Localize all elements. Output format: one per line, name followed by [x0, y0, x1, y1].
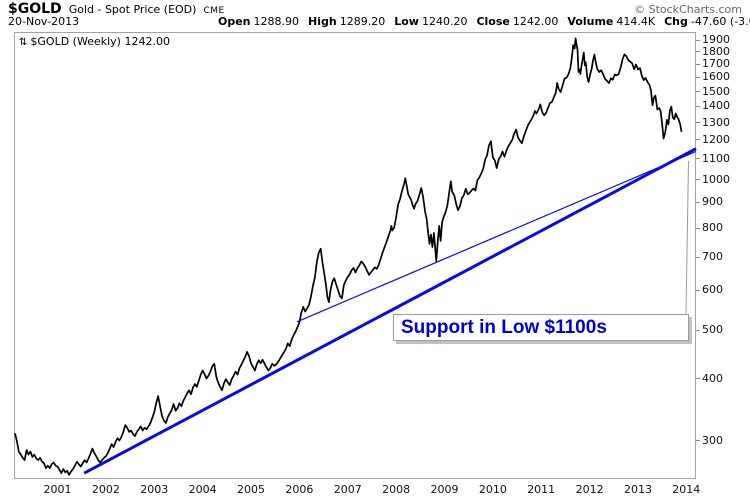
- quote-label: Chg: [664, 15, 688, 28]
- quote-item: Close 1242.00: [476, 15, 558, 28]
- y-axis-tick: [696, 91, 700, 92]
- exchange-label: CME: [203, 6, 225, 16]
- y-axis-tick-label: 500: [702, 323, 723, 336]
- y-axis-tick-label: 600: [702, 283, 723, 297]
- quote-item: High 1289.20: [308, 15, 385, 28]
- y-axis-tick-label: 900: [702, 195, 723, 209]
- y-axis-tick-label: 1700: [702, 57, 730, 71]
- x-axis-tick-label: 2006: [285, 483, 314, 496]
- symbol-label: $GOLD: [8, 1, 62, 17]
- date-label: 20-Nov-2013: [8, 15, 80, 28]
- y-axis-tick: [696, 76, 700, 78]
- x-axis-tick-label: 2005: [237, 483, 265, 496]
- y-axis-tick-label: 1000: [702, 172, 730, 186]
- y-axis-tick-label: 1400: [702, 99, 730, 113]
- y-axis-tick: [696, 39, 700, 41]
- y-axis-tick: [696, 105, 700, 107]
- y-axis-tick-label: 400: [702, 371, 723, 385]
- y-axis-tick: [696, 227, 700, 229]
- y-axis-tick-label: 1200: [702, 132, 730, 146]
- x-axis-tick-label: 2003: [140, 483, 169, 496]
- x-axis-tick-label: 2008: [382, 483, 411, 496]
- symbol-description: Gold - Spot Price (EOD): [68, 3, 197, 16]
- y-axis-tick: [696, 256, 700, 258]
- y-axis-tick-label: 1300: [702, 115, 730, 129]
- quote-value: 1288.90: [253, 15, 300, 28]
- plot-area: [14, 32, 696, 479]
- chart-series-label: $GOLD (Weekly) 1242.00: [30, 35, 170, 48]
- y-axis-tick: [696, 378, 700, 379]
- quote-label: Low: [394, 15, 419, 28]
- y-axis-tick-label: 700: [702, 250, 723, 263]
- y-axis-tick: [696, 51, 700, 53]
- quote-value: 1242.00: [512, 15, 559, 28]
- x-axis-tick-label: 2004: [188, 483, 217, 496]
- y-axis-tick-label: 1900: [702, 33, 730, 47]
- quote-value: 1240.20: [421, 15, 468, 28]
- quote-label: High: [308, 15, 337, 28]
- x-axis-tick-label: 2002: [91, 483, 120, 496]
- quote-item: Open 1288.90: [218, 15, 299, 28]
- quote-label: Volume: [567, 15, 614, 28]
- x-axis-tick-label: 2009: [430, 483, 459, 496]
- y-axis-tick: [696, 440, 700, 442]
- chart-type-icon: ⇅: [19, 37, 28, 48]
- x-axis-tick-label: 2012: [575, 483, 604, 496]
- y-axis-tick: [696, 63, 700, 65]
- x-axis-tick-label: 2010: [478, 483, 507, 496]
- chart-series-caption: ⇅ $GOLD (Weekly) 1242.00: [19, 35, 170, 48]
- quote-value: -47.60 (-3.69%): [690, 15, 750, 28]
- y-axis-tick: [696, 329, 700, 331]
- y-axis-tick: [696, 289, 700, 291]
- quote-label: Close: [476, 15, 510, 28]
- copyright-label: © StockCharts.com: [634, 3, 742, 16]
- y-axis-tick: [696, 122, 700, 123]
- y-axis-tick-label: 800: [702, 221, 723, 234]
- y-axis-tick: [696, 139, 700, 141]
- y-axis-tick-label: 1500: [702, 84, 730, 98]
- annotation-text: Support in Low $1100s: [401, 316, 607, 338]
- y-axis-tick: [696, 158, 700, 160]
- y-axis-tick-label: 1600: [702, 70, 730, 84]
- quote-row: Open 1288.90 High 1289.20 Low 1240.20 Close 124…: [218, 15, 750, 28]
- y-axis-tick-label: 1100: [702, 151, 730, 165]
- x-axis-tick-label: 2014: [672, 483, 701, 496]
- header-row-quote: 20-Nov-2013 Open 1288.90 High 1289.20 Low 124…: [8, 15, 750, 28]
- quote-item: Volume 414.4K: [567, 15, 655, 28]
- y-axis-tick-label: 1800: [702, 44, 730, 58]
- x-axis-tick-label: 2013: [624, 483, 652, 496]
- y-axis-tick: [696, 201, 700, 203]
- quote-item: Chg-47.60 (-3.69%): [664, 15, 750, 28]
- y-axis-tick-label: 300: [702, 433, 723, 447]
- x-axis-tick-label: 2001: [43, 483, 72, 496]
- quote-label: Open: [218, 15, 251, 28]
- y-axis-tick: [696, 179, 700, 180]
- quote-value: 414.4K: [616, 15, 656, 28]
- x-axis-tick-label: 2011: [527, 483, 556, 496]
- quote-item: Low 1240.20: [394, 15, 467, 28]
- x-axis-tick-label: 2007: [333, 483, 362, 496]
- annotation-box: Support in Low $1100s: [393, 314, 689, 341]
- quote-value: 1289.20: [339, 15, 386, 28]
- header-row-title: $GOLD Gold - Spot Price (EOD) CME © Stoc…: [8, 1, 742, 17]
